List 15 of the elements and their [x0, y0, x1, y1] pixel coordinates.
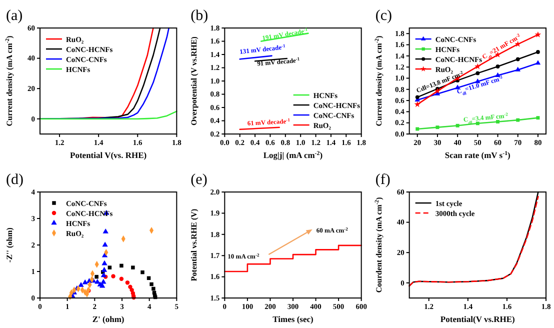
x-axis-title: Log|j| (mA cm$^{-2}$)	[263, 150, 323, 160]
x-axis-title: Potential(V vs.RHE)	[440, 314, 516, 324]
chart-title: (f)	[375, 172, 390, 188]
y-axis-title: Overpotential (V vs.RHE)	[190, 36, 199, 126]
y-axis-title: -Z'' (ohm)	[5, 227, 14, 262]
chart-title: (e)	[190, 172, 208, 188]
chart-title: (d)	[6, 172, 24, 188]
x-axis-title: Z' (ohm)	[92, 314, 124, 324]
chart-title: (b)	[190, 8, 208, 24]
x-axis-title: Times (sec)	[272, 314, 314, 324]
x-axis-title: Scan rate (mV s$^{-1}$)	[444, 150, 511, 160]
y-axis-title: Potential vs.RHE (V)	[190, 208, 199, 282]
x-axis-title: Potential V(vs. RHE)	[70, 150, 147, 160]
chart-title: (a)	[6, 8, 23, 24]
chart-title: (c)	[375, 8, 392, 24]
